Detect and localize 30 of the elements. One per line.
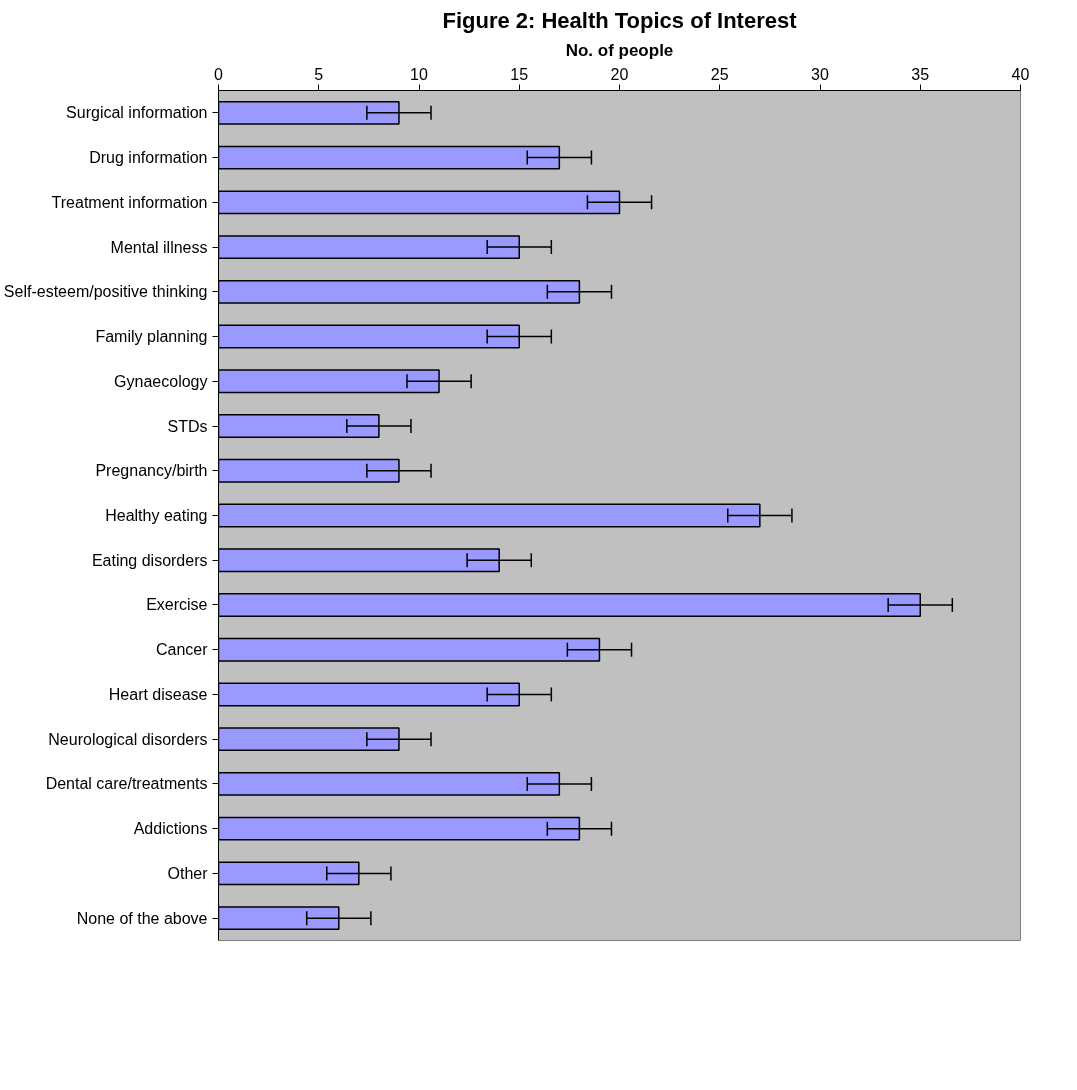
x-tick-label: 30 xyxy=(811,65,829,83)
y-tick-label: Treatment information xyxy=(51,193,208,211)
x-tick-label: 20 xyxy=(610,65,629,83)
y-tick-label: Mental illness xyxy=(110,238,208,256)
x-tick-label: 40 xyxy=(1011,65,1030,83)
y-tick-label: STDs xyxy=(167,417,208,435)
x-axis-title: No. of people xyxy=(565,40,674,60)
y-tick-label: Neurological disorders xyxy=(48,730,208,748)
x-tick-label: 10 xyxy=(410,65,428,83)
y-tick-label: Gynaecology xyxy=(114,372,208,390)
y-tick-label: Pregnancy/birth xyxy=(95,462,208,480)
y-tick-label: Dental care/treatments xyxy=(45,775,208,793)
y-tick-label: Heart disease xyxy=(108,685,208,703)
y-tick-label: Drug information xyxy=(89,149,208,167)
x-tick-label: 35 xyxy=(911,65,930,83)
y-tick-label: Cancer xyxy=(155,641,209,659)
y-tick-label: Family planning xyxy=(95,328,208,346)
x-tick-label: 0 xyxy=(214,65,224,83)
y-tick-label: Healthy eating xyxy=(105,507,208,524)
y-tick-label: Self-esteem/positive thinking xyxy=(3,283,208,301)
y-tick-label: Other xyxy=(167,864,209,882)
x-tick-label: 25 xyxy=(710,65,729,83)
x-tick-label: 5 xyxy=(314,65,324,83)
y-tick-label: Exercise xyxy=(146,596,208,614)
y-tick-label: None of the above xyxy=(76,909,208,927)
y-tick-label: Eating disorders xyxy=(91,551,208,569)
x-tick-label: 15 xyxy=(510,65,529,83)
y-tick-label: Addictions xyxy=(133,820,208,838)
chart-title: Figure 2: Health Topics of Interest xyxy=(442,7,798,33)
y-tick-label: Surgical information xyxy=(66,104,208,122)
